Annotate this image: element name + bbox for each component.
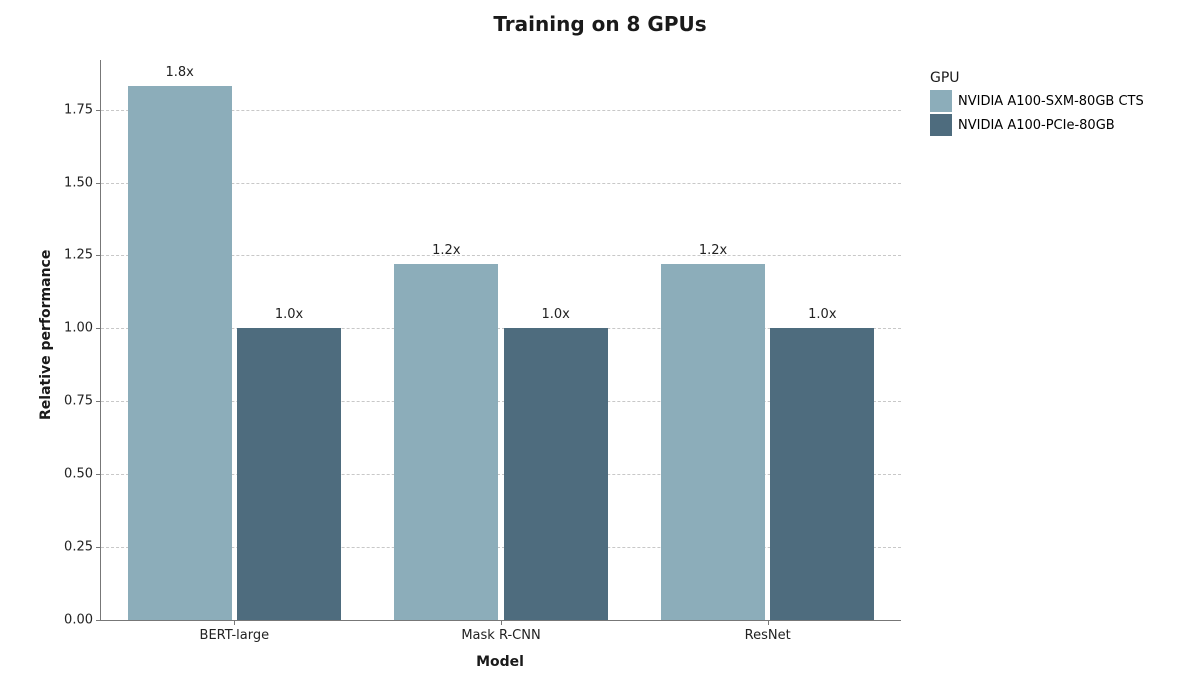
y-tick-mark <box>96 110 101 111</box>
y-tick-mark <box>96 620 101 621</box>
y-axis-label: Relative performance <box>38 250 54 420</box>
bar <box>237 328 341 620</box>
x-tick-mark <box>768 620 769 625</box>
bar-value-label: 1.0x <box>541 307 569 328</box>
legend-label: NVIDIA A100-SXM-80GB CTS <box>958 94 1144 109</box>
bar-value-label: 1.8x <box>165 65 193 86</box>
bar <box>128 86 232 620</box>
chart-title: Training on 8 GPUs <box>0 12 1200 36</box>
bar-value-label: 1.0x <box>275 307 303 328</box>
legend-swatch <box>930 114 952 136</box>
y-tick-mark <box>96 328 101 329</box>
bar <box>661 264 765 620</box>
legend-item: NVIDIA A100-PCIe-80GB <box>930 114 1144 136</box>
chart-container: Training on 8 GPUs 0.000.250.500.751.001… <box>0 0 1200 700</box>
y-tick-mark <box>96 183 101 184</box>
x-axis-label: Model <box>476 654 524 670</box>
x-tick-mark <box>501 620 502 625</box>
legend-label: NVIDIA A100-PCIe-80GB <box>958 118 1115 133</box>
y-tick-mark <box>96 474 101 475</box>
legend-item: NVIDIA A100-SXM-80GB CTS <box>930 90 1144 112</box>
legend: GPU NVIDIA A100-SXM-80GB CTS NVIDIA A100-… <box>930 70 1144 138</box>
bar-value-label: 1.2x <box>432 243 460 264</box>
y-tick-mark <box>96 255 101 256</box>
legend-title: GPU <box>930 70 1144 86</box>
plot-area: 0.000.250.500.751.001.251.501.75BERT-lar… <box>100 60 901 621</box>
bar-value-label: 1.2x <box>699 243 727 264</box>
legend-swatch <box>930 90 952 112</box>
bar <box>394 264 498 620</box>
bar <box>504 328 608 620</box>
y-tick-mark <box>96 547 101 548</box>
bar-value-label: 1.0x <box>808 307 836 328</box>
y-tick-mark <box>96 401 101 402</box>
bar <box>770 328 874 620</box>
x-tick-mark <box>234 620 235 625</box>
